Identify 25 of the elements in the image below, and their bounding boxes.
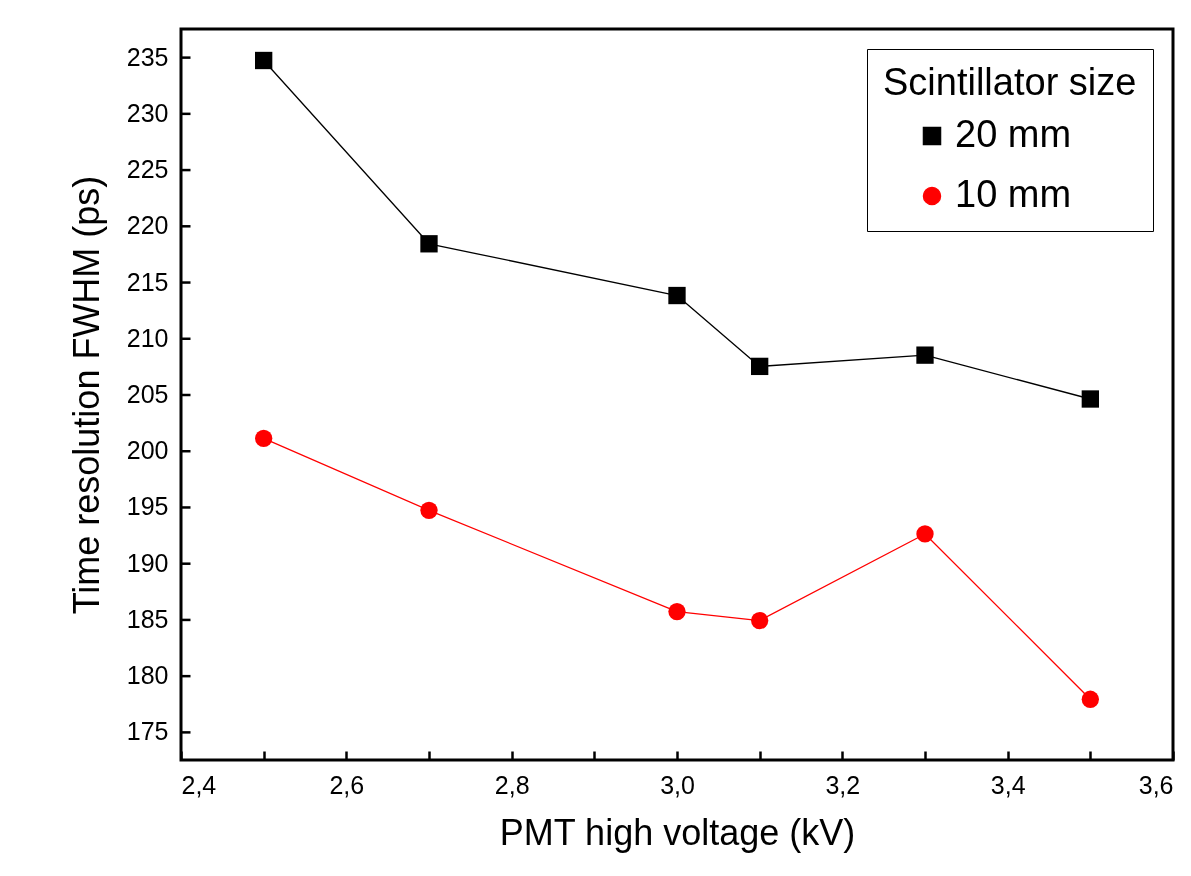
x-tick-label: 3,2 [825,770,861,799]
y-tick-label: 215 [126,267,169,296]
y-tick-label: 175 [126,717,169,746]
y-tick-label: 220 [126,211,169,240]
y-tick-label: 235 [126,42,169,71]
x-tick-label: 2,8 [494,770,530,799]
x-tick-label: 3,4 [990,770,1026,799]
y-tick-label: 190 [126,548,169,577]
y-tick-label: 205 [126,380,169,408]
y-axis-title: Time resolution FWHM (ps) [65,175,107,615]
y-tick-label: 230 [126,98,169,127]
x-tick-label: 3,0 [660,770,695,799]
legend-label: 20 mm [955,113,1072,155]
x-tick-label: 2,6 [329,770,365,799]
y-tick-label: 210 [126,323,169,352]
y-tick-label: 200 [126,436,169,465]
x-tick-label: 2,4 [181,770,217,799]
y-tick-label: 195 [126,492,169,521]
legend-label: 10 mm [955,173,1072,215]
legend-title: Scintillator size [883,61,1137,103]
y-tick-label: 225 [126,155,169,184]
y-tick-label: 180 [126,661,169,690]
x-axis-title: PMT high voltage (kV) [499,811,856,853]
x-tick-label: 3,6 [1138,770,1174,799]
y-tick-label: 185 [126,604,169,633]
